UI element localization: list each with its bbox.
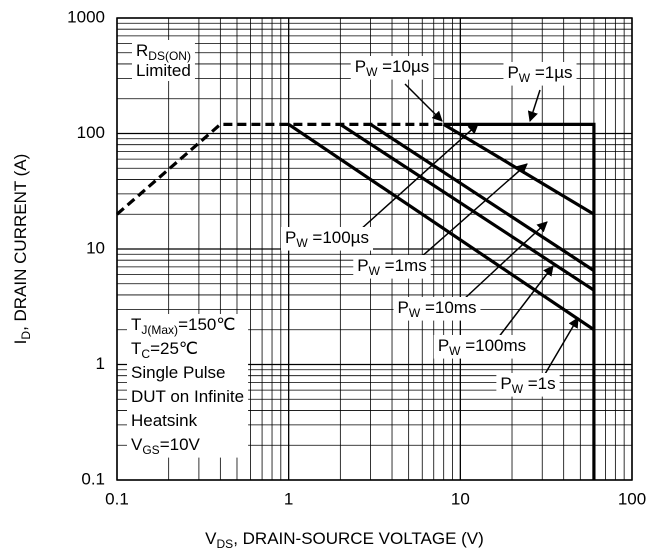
subscript: J(Max): [141, 323, 178, 337]
x-tick-label: 0.1: [105, 489, 129, 508]
text-part: =10µs: [377, 57, 429, 76]
text-part: P: [357, 256, 368, 275]
sao-line: [369, 123, 595, 272]
subscript: W: [519, 71, 531, 85]
label-box: [353, 255, 431, 279]
y-tick-label: 10: [86, 238, 105, 257]
subscript: DS(ON): [148, 49, 191, 63]
subscript: W: [366, 65, 378, 79]
text-part: , DRAIN CURRENT (A): [11, 154, 30, 331]
text-part: P: [398, 298, 409, 317]
label-box: [132, 40, 195, 81]
label-box: [393, 297, 481, 321]
label-box: [127, 314, 249, 458]
text-part: V: [205, 529, 217, 548]
text-part: =1ms: [380, 256, 427, 275]
text-part: T: [131, 315, 141, 334]
limit-note: RDS(ON): [136, 41, 191, 63]
subscript: W: [369, 264, 381, 278]
x-tick-label: 100: [618, 489, 646, 508]
text-part: T: [131, 339, 141, 358]
plot-frame: [116, 17, 633, 481]
text-part: =10V: [160, 435, 201, 454]
sao-line: [115, 122, 444, 216]
condition-note: TJ(Max)=150℃: [131, 315, 235, 337]
annotation-arrow: [497, 265, 554, 339]
text-part: =10ms: [420, 298, 476, 317]
subscript: GS: [142, 443, 159, 457]
subscript: C: [141, 347, 150, 361]
text-part: R: [136, 41, 148, 60]
sao-line: [287, 123, 595, 332]
text-part: =1µs: [530, 63, 572, 82]
condition-note: DUT on Infinite: [131, 387, 244, 406]
subscript: D: [19, 331, 33, 340]
annotation-arrow: [527, 89, 541, 122]
label-box: [503, 62, 577, 86]
annotation-arrow: [419, 163, 528, 259]
text-part: P: [355, 57, 366, 76]
text-part: =100µs: [308, 228, 369, 247]
y-tick-label: 0.1: [81, 469, 105, 488]
text-part: P: [500, 374, 511, 393]
text-part: =25℃: [150, 339, 198, 358]
annotation-arrow: [462, 221, 548, 301]
text-part: I: [11, 340, 30, 345]
subscript: W: [449, 344, 461, 358]
condition-note: Single Pulse: [131, 363, 226, 382]
label-box: [281, 227, 373, 251]
subscript: W: [296, 236, 308, 250]
annotation: PW =1µs: [507, 63, 572, 85]
y-axis-label: ID, DRAIN CURRENT (A): [11, 154, 33, 345]
y-tick-label: 1: [96, 354, 105, 373]
annotation: PW =100ms: [438, 336, 526, 358]
text-part: , DRAIN-SOURCE VOLTAGE (V): [233, 529, 484, 548]
subscript: W: [409, 306, 421, 320]
annotation: PW =1s: [500, 374, 555, 396]
y-tick-label: 1000: [67, 7, 105, 26]
x-tick-label: 10: [451, 489, 470, 508]
annotation-arrow: [359, 123, 479, 231]
text-part: P: [507, 63, 518, 82]
subscript: W: [512, 382, 524, 396]
subscript: DS: [217, 537, 234, 551]
x-axis-label: VDS, DRAIN-SOURCE VOLTAGE (V): [205, 529, 484, 551]
annotation: PW =1ms: [357, 256, 426, 278]
annotation: PW =10ms: [398, 298, 477, 320]
y-tick-label: 100: [77, 123, 105, 142]
text-part: P: [438, 336, 449, 355]
annotation-arrow: [544, 317, 579, 375]
text-part: P: [285, 228, 296, 247]
condition-note: VGS=10V: [131, 435, 201, 457]
label-box: [433, 335, 531, 359]
annotation: PW =10µs: [355, 57, 430, 79]
sao-line: [339, 123, 595, 292]
text-part: V: [131, 435, 143, 454]
label-box: [496, 373, 560, 397]
annotation: PW =100µs: [285, 228, 369, 250]
condition-note: Heatsink: [131, 411, 198, 430]
limit-note: Limited: [136, 61, 191, 80]
x-tick-label: 1: [284, 489, 293, 508]
sao-line: [443, 122, 596, 480]
annotation-arrow: [404, 83, 443, 122]
label-box: [350, 56, 434, 80]
condition-note: TC=25℃: [131, 339, 198, 361]
text-part: =100ms: [460, 336, 526, 355]
sao-line: [442, 122, 595, 216]
text-part: =1s: [523, 374, 556, 393]
text-part: =150℃: [178, 315, 235, 334]
